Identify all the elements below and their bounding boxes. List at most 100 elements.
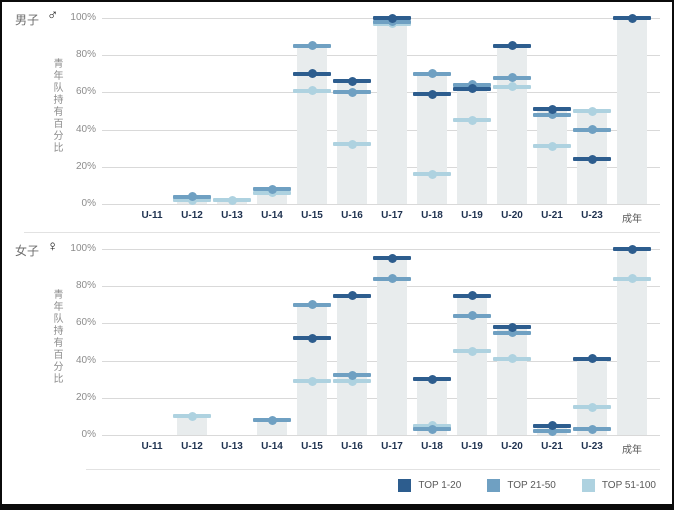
series-marker-top-21-50: [333, 370, 371, 380]
x-category-label: 成年: [622, 214, 642, 225]
series-marker-top-21-50: [573, 424, 611, 434]
x-category-label: U-21: [541, 441, 563, 452]
legend-swatch: [487, 479, 501, 492]
series-marker-top-51-100: [493, 354, 531, 364]
series-marker-top-1-20: [413, 374, 451, 384]
series-marker-top-51-100: [453, 346, 491, 356]
gridline: [102, 435, 660, 436]
series-marker-top-21-50: [293, 300, 331, 310]
series-marker-top-1-20: [573, 154, 611, 164]
x-category-label: U-17: [381, 441, 403, 452]
legend-swatch: [398, 479, 412, 492]
series-marker-top-1-20: [613, 13, 651, 23]
series-marker-top-1-20: [293, 69, 331, 79]
series-marker-top-51-100: [573, 402, 611, 412]
gridline: [102, 204, 660, 205]
range-bar: [537, 109, 567, 204]
series-marker-top-21-50: [253, 415, 291, 425]
series-marker-top-1-20: [493, 322, 531, 332]
y-tick-label: 20%: [75, 391, 96, 403]
y-tick-label: 40%: [75, 354, 96, 366]
chart-panel-men: 男子 ♂ 青年队持有百分比 100% 80% 60% 40% 20% 0% U-11 U-12 U-1…: [2, 2, 672, 233]
series-marker-top-51-100: [413, 169, 451, 179]
series-marker-top-1-20: [373, 253, 411, 263]
range-bar: [257, 420, 287, 435]
range-bar: [617, 18, 647, 204]
x-category-label: 成年: [622, 445, 642, 456]
series-marker-top-1-20: [573, 354, 611, 364]
y-tick-label: 60%: [75, 317, 96, 329]
series-marker-top-51-100: [493, 82, 531, 92]
range-bar: [177, 416, 207, 435]
x-category-label: U-15: [301, 210, 323, 221]
x-category-label: U-13: [221, 441, 243, 452]
series-marker-top-21-50: [573, 125, 611, 135]
x-category-label: U-21: [541, 210, 563, 221]
series-marker-top-1-20: [413, 89, 451, 99]
series-marker-top-51-100: [453, 115, 491, 125]
panel-divider: [24, 232, 660, 233]
series-marker-top-51-100: [293, 376, 331, 386]
range-bar: [577, 358, 607, 435]
range-bar: [297, 304, 327, 435]
series-marker-top-1-20: [453, 84, 491, 94]
series-marker-top-21-50: [173, 192, 211, 202]
series-marker-top-21-50: [493, 328, 531, 338]
x-category-label: U-19: [461, 441, 483, 452]
x-category-label: U-20: [501, 441, 523, 452]
series-marker-top-1-20: [333, 76, 371, 86]
range-bar: [497, 327, 527, 435]
range-bar: [377, 258, 407, 435]
series-marker-top-1-20: [373, 13, 411, 23]
x-category-label: U-14: [261, 441, 283, 452]
x-category-label: U-20: [501, 210, 523, 221]
x-category-label: U-12: [181, 441, 203, 452]
x-category-label: U-18: [421, 210, 443, 221]
x-category-label: U-13: [221, 210, 243, 221]
x-category-label: U-17: [381, 210, 403, 221]
legend-item: TOP 51-100: [581, 479, 656, 492]
range-bar: [377, 18, 407, 204]
y-tick-label: 20%: [75, 160, 96, 172]
x-category-label: U-16: [341, 441, 363, 452]
series-marker-top-51-100: [573, 106, 611, 116]
x-category-label: U-18: [421, 441, 443, 452]
legend-label: TOP 21-50: [507, 480, 556, 491]
legend: TOP 1-20 TOP 21-50 TOP 51-100: [2, 469, 672, 502]
legend-label: TOP 51-100: [601, 480, 656, 491]
series-marker-top-1-20: [613, 244, 651, 254]
series-marker-top-51-100: [333, 376, 371, 386]
legend-item: TOP 21-50: [487, 479, 556, 492]
panel-title: 男子: [15, 13, 40, 27]
y-tick-label: 80%: [75, 49, 96, 61]
chart-panel-women: 女子 ♀ 青年队持有百分比 100% 80% 60% 40% 20% 0% U-11 U-12 U-1…: [2, 233, 672, 469]
series-marker-top-21-50: [293, 41, 331, 51]
range-bar: [457, 84, 487, 204]
series-marker-top-51-100: [173, 411, 211, 421]
series-marker-top-21-50: [373, 274, 411, 284]
series-marker-top-1-20: [333, 291, 371, 300]
series-marker-top-1-20: [493, 41, 531, 51]
series-marker-top-51-100: [293, 86, 331, 96]
x-category-label: U-12: [181, 210, 203, 221]
y-tick-label: 60%: [75, 86, 96, 98]
x-category-label: U-14: [261, 210, 283, 221]
series-marker-top-1-20: [293, 333, 331, 343]
y-tick-label: 0%: [81, 198, 96, 209]
series-marker-top-21-50: [453, 311, 491, 321]
range-bar: [337, 295, 367, 435]
y-tick-label: 100%: [70, 12, 96, 23]
range-bar: [497, 45, 527, 204]
x-category-label: U-19: [461, 210, 483, 221]
x-category-label: U-11: [141, 210, 163, 221]
y-tick-label: 80%: [75, 280, 96, 292]
legend-divider: [86, 469, 660, 470]
y-tick-label: 0%: [81, 429, 96, 440]
series-marker-top-51-100: [333, 139, 371, 149]
y-tick-label: 40%: [75, 123, 96, 135]
series-marker-top-1-20: [533, 421, 571, 431]
y-axis-title: 青年队持有百分比: [51, 289, 62, 385]
series-marker-top-21-50: [533, 426, 571, 436]
male-symbol-icon: ♂: [47, 7, 59, 24]
y-axis-title: 青年队持有百分比: [51, 58, 62, 154]
